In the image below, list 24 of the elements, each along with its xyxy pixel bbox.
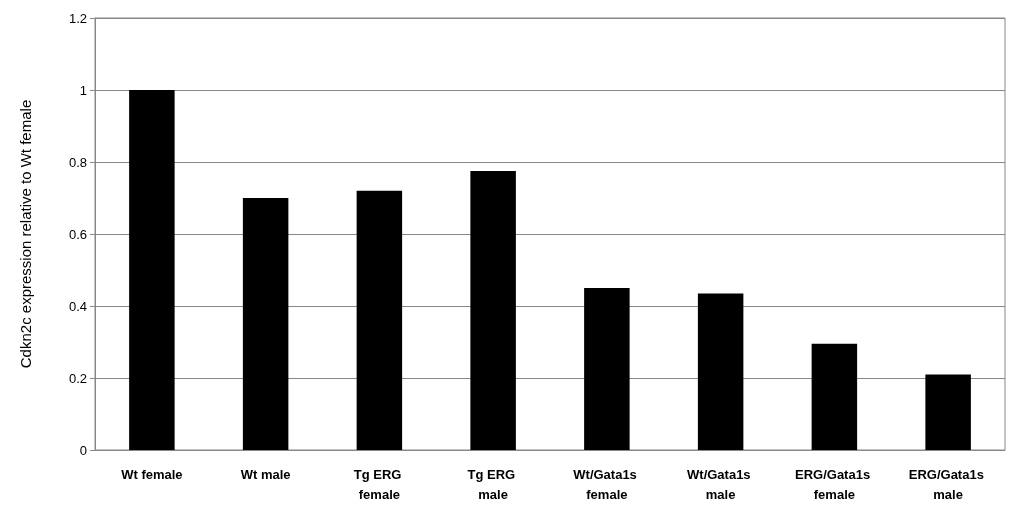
x-tick-label: Wt female	[121, 466, 183, 482]
bar	[925, 374, 971, 450]
y-axis-title: Cdkn2c expression relative to Wt female	[17, 99, 34, 369]
bar	[811, 343, 858, 450]
y-tick-label: 1.2	[68, 10, 87, 26]
y-tick-label: 0.2	[68, 370, 87, 386]
bar	[129, 90, 175, 450]
x-tick-label: Wt male	[240, 466, 291, 482]
y-tick-label: 0.6	[68, 226, 87, 242]
x-tick-label: Wt/Gata1s female	[573, 466, 641, 502]
y-tick-label: 0.4	[68, 298, 87, 314]
x-tick-label: Tg ERG female	[353, 466, 406, 502]
x-tick-label: Wt/Gata1s male	[687, 466, 755, 502]
bar	[584, 288, 630, 450]
x-tick-label: ERG/Gata1s female	[794, 466, 874, 502]
y-tick-label: 0.8	[68, 154, 87, 170]
y-tick-label: 0	[79, 442, 87, 458]
bar	[356, 190, 403, 450]
bar	[470, 171, 516, 450]
x-tick-label: ERG/Gata1s male	[908, 466, 988, 502]
bar	[697, 293, 744, 450]
y-tick-label: 1	[79, 82, 87, 98]
bar	[242, 198, 289, 450]
x-tick-label: Tg ERG male	[467, 466, 519, 502]
